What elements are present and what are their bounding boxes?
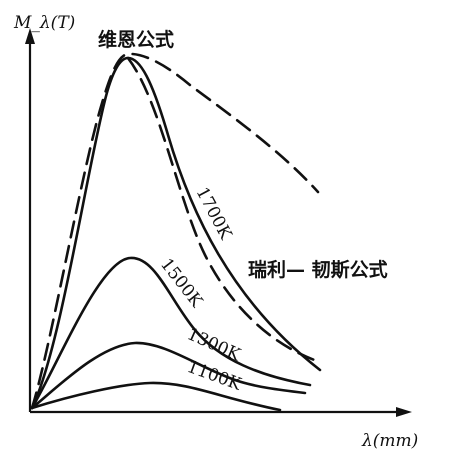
curve-1300k — [30, 341, 307, 410]
rayleigh-jeans-label: 瑞利— 韧斯公式 — [248, 258, 388, 281]
curve-1500k — [30, 256, 312, 410]
curve-1700k — [30, 56, 322, 410]
wien-formula-label: 维恩公式 — [98, 28, 174, 51]
wien-formula-curve — [30, 52, 320, 410]
x-axis-arrow — [396, 407, 412, 417]
curve-1100k — [30, 381, 282, 412]
x-axis-label: λ(mm) — [361, 431, 418, 451]
y-axis-label: M_λ(T) — [13, 13, 75, 33]
rayleigh-jeans-curve — [126, 56, 322, 364]
y-axis-arrow — [25, 28, 35, 44]
